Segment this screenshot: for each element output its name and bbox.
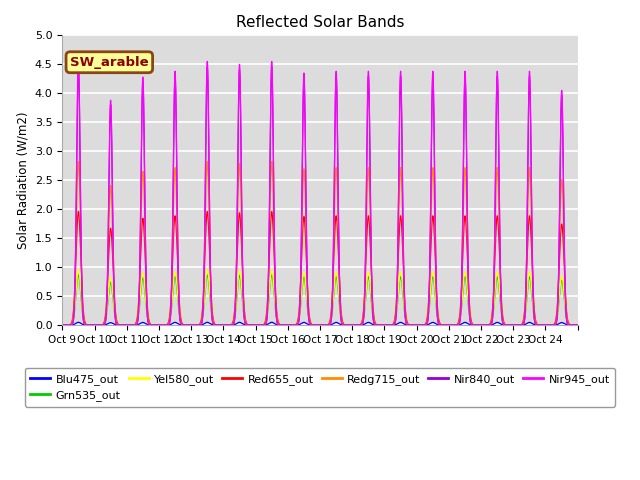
Nir840_out <box>339 322 347 328</box>
Nir840_out <box>166 321 173 326</box>
Blu475_out <box>339 322 347 328</box>
Redg715_out <box>58 322 66 328</box>
Yel580_out <box>461 269 469 275</box>
Grn535_out <box>574 322 582 328</box>
Redg715_out <box>91 322 99 328</box>
Grn535_out <box>91 322 99 328</box>
Blu475_out <box>91 322 99 328</box>
Yel580_out <box>339 321 347 327</box>
Line: Blu475_out: Blu475_out <box>62 322 578 325</box>
Nir840_out <box>367 210 374 216</box>
Line: Nir840_out: Nir840_out <box>62 67 578 325</box>
Nir945_out <box>58 322 66 328</box>
Blu475_out <box>75 319 83 325</box>
Yel580_out <box>574 322 582 328</box>
Nir945_out <box>486 322 494 328</box>
Red655_out <box>486 320 494 325</box>
Red655_out <box>58 322 66 328</box>
Red655_out <box>166 315 173 321</box>
Grn535_out <box>367 291 374 297</box>
Nir945_out <box>574 322 582 328</box>
Text: SW_arable: SW_arable <box>70 56 148 69</box>
Red655_out <box>339 320 347 326</box>
Grn535_out <box>339 321 347 327</box>
Red655_out <box>574 322 582 328</box>
Y-axis label: Solar Radiation (W/m2): Solar Radiation (W/m2) <box>16 111 29 249</box>
Blu475_out <box>500 322 508 328</box>
Nir945_out <box>339 322 347 328</box>
Red655_out <box>91 322 99 328</box>
Blu475_out <box>486 322 494 328</box>
Legend: Blu475_out, Grn535_out, Yel580_out, Red655_out, Redg715_out, Nir840_out, Nir945_: Blu475_out, Grn535_out, Yel580_out, Red6… <box>25 368 615 407</box>
Line: Red655_out: Red655_out <box>62 212 578 325</box>
Redg715_out <box>574 322 582 328</box>
Grn535_out <box>58 322 66 328</box>
Grn535_out <box>461 274 469 280</box>
Redg715_out <box>166 318 173 324</box>
Blu475_out <box>58 322 66 328</box>
Nir945_out <box>75 59 83 64</box>
Nir945_out <box>166 321 173 326</box>
Red655_out <box>500 319 508 325</box>
Grn535_out <box>486 321 494 327</box>
Line: Yel580_out: Yel580_out <box>62 270 578 325</box>
Blu475_out <box>461 320 469 325</box>
Yel580_out <box>500 321 508 326</box>
Nir945_out <box>461 71 469 76</box>
Nir840_out <box>58 322 66 328</box>
Redg715_out <box>500 321 508 327</box>
Yel580_out <box>58 322 66 328</box>
Red655_out <box>367 251 374 257</box>
Red655_out <box>75 209 83 215</box>
Nir840_out <box>574 322 582 328</box>
Yel580_out <box>367 288 374 293</box>
Grn535_out <box>166 319 173 325</box>
Nir945_out <box>367 208 374 214</box>
Redg715_out <box>75 159 83 165</box>
Redg715_out <box>461 166 469 171</box>
Yel580_out <box>166 319 173 324</box>
Redg715_out <box>339 321 347 327</box>
Nir840_out <box>75 64 83 70</box>
Nir840_out <box>461 75 469 81</box>
Yel580_out <box>91 322 99 328</box>
Yel580_out <box>75 267 83 273</box>
Red655_out <box>461 214 469 219</box>
Line: Grn535_out: Grn535_out <box>62 275 578 325</box>
Nir945_out <box>91 322 99 328</box>
Redg715_out <box>367 233 374 239</box>
Blu475_out <box>574 322 582 328</box>
Line: Nir945_out: Nir945_out <box>62 61 578 325</box>
Nir840_out <box>500 322 508 327</box>
Grn535_out <box>500 321 508 327</box>
Nir840_out <box>486 322 494 328</box>
Nir945_out <box>500 322 508 327</box>
Grn535_out <box>75 272 83 278</box>
Redg715_out <box>486 321 494 327</box>
Blu475_out <box>166 322 173 328</box>
Nir840_out <box>91 322 99 328</box>
Title: Reflected Solar Bands: Reflected Solar Bands <box>236 15 404 30</box>
Yel580_out <box>486 321 494 327</box>
Line: Redg715_out: Redg715_out <box>62 162 578 325</box>
Blu475_out <box>367 320 374 326</box>
